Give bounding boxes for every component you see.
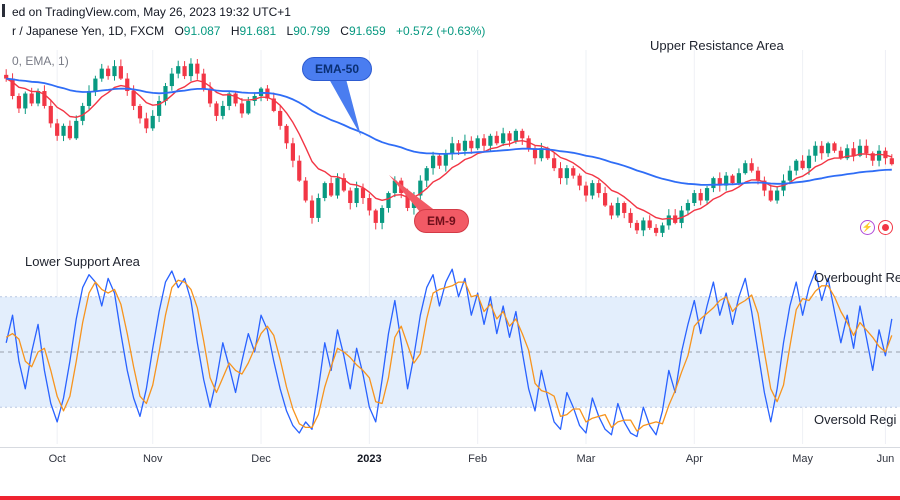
axis-month-label: Feb [468,453,488,465]
lower-support-annotation[interactable]: Lower Support Area [25,254,140,269]
axis-month-label: 2023 [357,453,382,465]
open-value: 91.087 [183,24,221,38]
flash-icon[interactable]: ⚡ [860,220,875,235]
indicator-legend[interactable]: 0, EMA, 1) [12,54,69,68]
em9-callout[interactable]: EM-9 [414,209,469,233]
change-value: +0.572 (+0.63%) [396,24,486,38]
upper-resistance-annotation[interactable]: Upper Resistance Area [650,38,784,53]
symbol-title[interactable]: r / Japanese Yen, 1D, FXCM [12,24,165,38]
symbol-legend[interactable]: r / Japanese Yen, 1D, FXCM O91.087 H91.6… [12,24,485,38]
record-dot-icon[interactable] [878,220,893,235]
ema50-callout[interactable]: EMA-50 [302,57,373,81]
axis-month-label: Apr [685,453,703,465]
publish-timestamp: ed on TradingView.com, May 26, 2023 19:3… [12,5,291,19]
oversold-region-annotation[interactable]: Oversold Regi [814,412,897,427]
low-value: 90.799 [293,24,330,38]
cropped-logo-icon [0,4,8,17]
axis-month-label: Jun [876,453,895,465]
axis-month-label: Oct [48,453,66,465]
axis-month-label: Nov [142,453,163,465]
axis-month-label: Mar [576,453,596,465]
close-value: 91.659 [348,24,386,38]
open-label: O [174,24,184,38]
time-axis[interactable]: Oct Nov Dec 2023 Feb Mar Apr May Jun [0,447,900,476]
axis-month-label: Dec [251,453,271,465]
overbought-region-annotation[interactable]: Overbought Regi [814,270,900,285]
close-label: C [340,24,349,38]
low-label: L [286,24,294,38]
high-label: H [230,24,240,38]
axis-month-label: May [792,453,813,465]
high-value: 91.681 [239,24,277,38]
chart-quick-actions: ⚡ [860,220,893,235]
bottom-red-bar [0,496,900,500]
